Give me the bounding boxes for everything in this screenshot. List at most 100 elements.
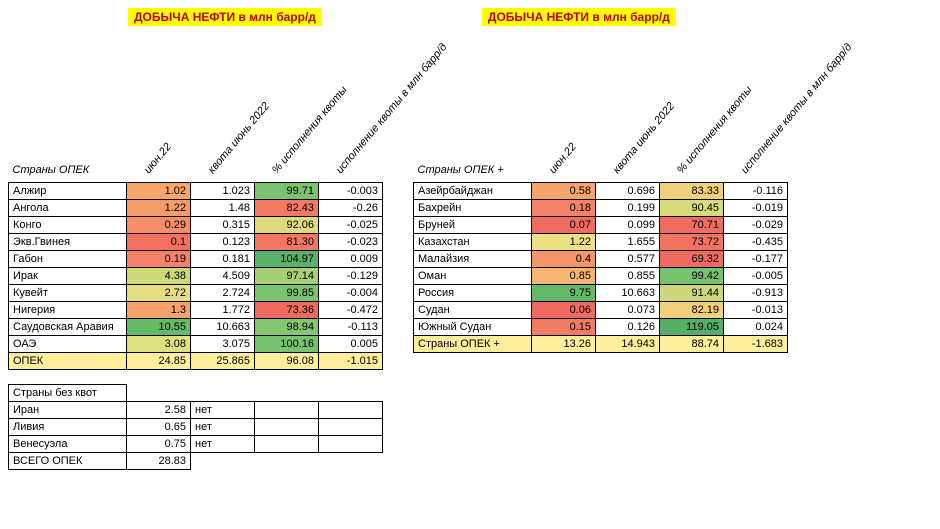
value-cell: -0.013: [724, 301, 788, 318]
value-cell: [319, 401, 383, 418]
value-cell: 1.02: [127, 182, 191, 199]
country-cell: Алжир: [9, 182, 127, 199]
value-cell: 82.19: [660, 301, 724, 318]
value-cell: 9.75: [532, 284, 596, 301]
value-cell: 0.06: [532, 301, 596, 318]
country-cell: Нигерия: [9, 301, 127, 318]
value-cell: 2.724: [191, 284, 255, 301]
value-cell: 69.32: [660, 250, 724, 267]
value-cell: 2.72: [127, 284, 191, 301]
value-cell: 0.181: [191, 250, 255, 267]
table-row: Нигерия1.31.77273.36-0.472: [9, 301, 383, 318]
table-row: Бахрейн0.180.19990.45-0.019: [414, 199, 788, 216]
country-cell: Ливия: [9, 418, 127, 435]
value-cell: 3.08: [127, 335, 191, 352]
value-cell: 25.865: [191, 352, 255, 369]
country-cell: Малайзия: [414, 250, 532, 267]
value-cell: 97.14: [255, 267, 319, 284]
value-cell: 1.22: [532, 233, 596, 250]
col-header-jun22-r: июн.22: [532, 32, 596, 182]
country-cell: Иран: [9, 401, 127, 418]
value-cell: 0.315: [191, 216, 255, 233]
value-cell: 98.94: [255, 318, 319, 335]
table-row: Алжир1.021.02399.71-0.003: [9, 182, 383, 199]
value-cell: 1.22: [127, 199, 191, 216]
table-row: ОАЭ3.083.075100.160.005: [9, 335, 383, 352]
value-cell: 0.07: [532, 216, 596, 233]
table-row: Азейрбайджан0.580.69683.33-0.116: [414, 182, 788, 199]
table-row: Саудовская Аравия10.5510.66398.94-0.113: [9, 318, 383, 335]
country-cell: Саудовская Аравия: [9, 318, 127, 335]
opec-plus-table: Страны ОПЕК + июн.22 квота июнь 2022 % и…: [413, 32, 788, 353]
value-cell: 100.16: [255, 335, 319, 352]
value-cell: 83.33: [660, 182, 724, 199]
value-cell: 3.075: [191, 335, 255, 352]
value-cell: 0.19: [127, 250, 191, 267]
value-cell: -0.472: [319, 301, 383, 318]
col-header-diff: исполнение квоты в млн барр/д: [319, 32, 383, 182]
country-cell: Казахстан: [414, 233, 532, 250]
col-header-pct: % исполнения квоты: [255, 32, 319, 182]
value-cell: 0.15: [532, 318, 596, 335]
value-cell: 0.073: [596, 301, 660, 318]
country-cell: Азейрбайджан: [414, 182, 532, 199]
table-row: Южный Судан0.150.126119.050.024: [414, 318, 788, 335]
table-row: Казахстан1.221.65573.72-0.435: [414, 233, 788, 250]
country-cell: Ангола: [9, 199, 127, 216]
value-cell: 0.855: [596, 267, 660, 284]
value-cell: 104.97: [255, 250, 319, 267]
col-header-diff-r: исполнение квоты в млн барр/д: [724, 32, 788, 182]
col-header-quota-r: квота июнь 2022: [596, 32, 660, 182]
value-cell: 1.023: [191, 182, 255, 199]
value-cell: 88.74: [660, 335, 724, 352]
country-cell: Габон: [9, 250, 127, 267]
value-cell: 2.58: [127, 401, 191, 418]
value-cell: [319, 418, 383, 435]
table-row: Малайзия0.40.57769.32-0.177: [414, 250, 788, 267]
value-cell: 0.75: [127, 435, 191, 452]
table-row: Ливия0.65нет: [9, 418, 383, 435]
value-cell: 10.663: [596, 284, 660, 301]
value-cell: 99.42: [660, 267, 724, 284]
value-cell: [255, 418, 319, 435]
country-cell: ВСЕГО ОПЕК: [9, 452, 127, 469]
table-row: Бруней0.070.09970.71-0.029: [414, 216, 788, 233]
table-row: ОПЕК24.8525.86596.08-1.015: [9, 352, 383, 369]
value-cell: 0.4: [532, 250, 596, 267]
value-cell: 0.65: [127, 418, 191, 435]
value-cell: -0.113: [319, 318, 383, 335]
value-cell: -1.015: [319, 352, 383, 369]
value-cell: -0.26: [319, 199, 383, 216]
title-right: ДОБЫЧА НЕФТИ в млн барр/д: [482, 8, 676, 26]
table-row: Экв.Гвинея0.10.12381.30-0.023: [9, 233, 383, 250]
value-cell: -0.023: [319, 233, 383, 250]
no-quota-table: Страны без квот Иран2.58нетЛивия0.65нетВ…: [8, 384, 383, 470]
opec-header-country: Страны ОПЕК: [9, 32, 127, 182]
value-cell: 81.30: [255, 233, 319, 250]
col-header-jun22: июн.22: [127, 32, 191, 182]
value-cell: 10.663: [191, 318, 255, 335]
value-cell: 0.577: [596, 250, 660, 267]
value-cell: 24.85: [127, 352, 191, 369]
country-cell: Венесуэла: [9, 435, 127, 452]
value-cell: -0.435: [724, 233, 788, 250]
value-cell: 99.85: [255, 284, 319, 301]
value-cell: 0.58: [532, 182, 596, 199]
value-cell: 82.43: [255, 199, 319, 216]
value-cell: -0.025: [319, 216, 383, 233]
opec-table: Страны ОПЕК июн.22 квота июнь 2022 % исп…: [8, 32, 383, 370]
value-cell: -0.177: [724, 250, 788, 267]
table-row: Россия9.7510.66391.44-0.913: [414, 284, 788, 301]
value-cell: 1.3: [127, 301, 191, 318]
value-cell: 70.71: [660, 216, 724, 233]
value-cell: 0.696: [596, 182, 660, 199]
value-cell: -0.913: [724, 284, 788, 301]
value-cell: 119.05: [660, 318, 724, 335]
value-cell: -0.129: [319, 267, 383, 284]
country-cell: Бахрейн: [414, 199, 532, 216]
value-cell: 92.06: [255, 216, 319, 233]
country-cell: Страны ОПЕК +: [414, 335, 532, 352]
value-cell: 99.71: [255, 182, 319, 199]
country-cell: Кувейт: [9, 284, 127, 301]
table-row: Габон0.190.181104.970.009: [9, 250, 383, 267]
